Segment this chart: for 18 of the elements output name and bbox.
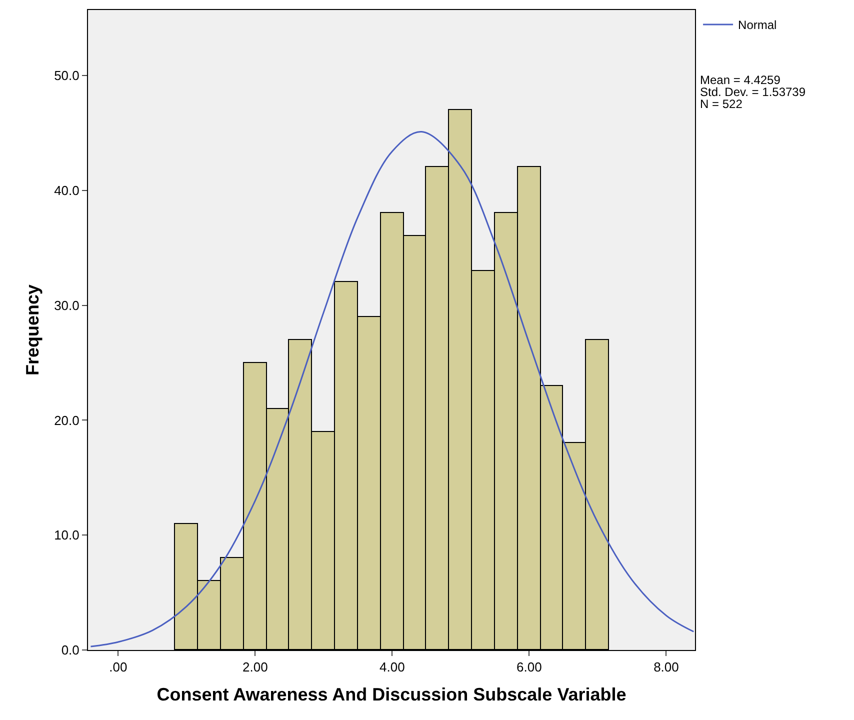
y-axis-title: Frequency — [22, 284, 42, 376]
y-tick-label: 50.0 — [54, 68, 80, 84]
x-tick-label: 8.00 — [654, 660, 679, 675]
text: N = 522 — [700, 97, 743, 111]
line-series — [90, 131, 694, 648]
x-tick-label: 4.00 — [380, 660, 405, 675]
legend-label: Normal — [738, 18, 777, 32]
x-axis-title: Consent Awareness And Discussion Subscale Variable — [156, 684, 626, 705]
y-tick-label: 30.0 — [54, 298, 80, 313]
y-tick-label: 40.0 — [54, 182, 80, 198]
y-tick-label: 20.0 — [54, 412, 80, 428]
y-tick-label: 10.0 — [54, 528, 80, 543]
x-tick-label: .00 — [109, 660, 128, 675]
y-tick-label: 0.0 — [61, 642, 80, 658]
text: Std. Dev. = 1.53739 — [700, 85, 806, 99]
x-tick-label: 6.00 — [516, 660, 542, 675]
text: Mean = 4.4259 — [700, 73, 781, 87]
x-tick-label: 2.00 — [242, 660, 268, 675]
